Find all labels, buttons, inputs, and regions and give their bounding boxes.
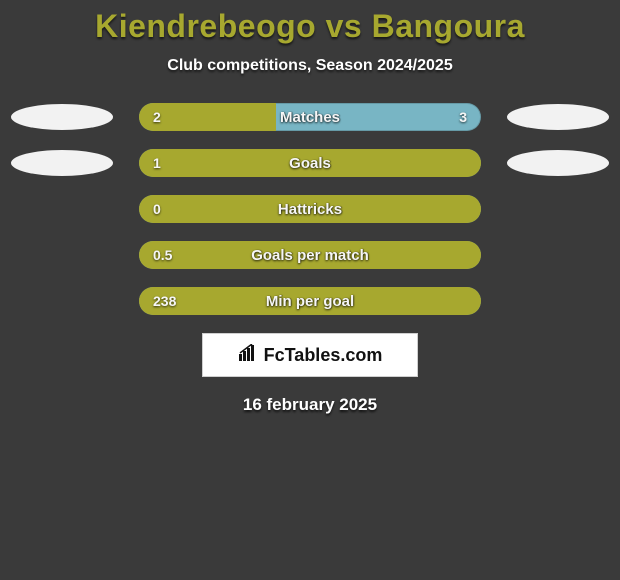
chart-icon <box>238 344 260 367</box>
logo-box[interactable]: FcTables.com <box>202 333 418 377</box>
stat-row: 0.5Goals per match <box>0 241 620 269</box>
stat-bar: 0.5Goals per match <box>139 241 481 269</box>
logo-text: FcTables.com <box>264 345 383 366</box>
stat-bar: 0Hattricks <box>139 195 481 223</box>
page-title: Kiendrebeogo vs Bangoura <box>0 8 620 45</box>
stat-rows: 23Matches1Goals0Hattricks0.5Goals per ma… <box>0 103 620 315</box>
stat-value-left: 2 <box>153 103 161 131</box>
stat-bar-left <box>139 195 481 223</box>
right-badge <box>507 150 609 176</box>
stat-bar-left <box>139 287 481 315</box>
stat-row: 0Hattricks <box>0 195 620 223</box>
stat-value-left: 0 <box>153 195 161 223</box>
stat-bar: 23Matches <box>139 103 481 131</box>
stat-value-left: 0.5 <box>153 241 172 269</box>
stat-value-left: 1 <box>153 149 161 177</box>
comparison-card: Kiendrebeogo vs Bangoura Club competitio… <box>0 0 620 415</box>
stat-bar: 1Goals <box>139 149 481 177</box>
stat-row: 23Matches <box>0 103 620 131</box>
stat-value-left: 238 <box>153 287 176 315</box>
date-text: 16 february 2025 <box>0 395 620 415</box>
stat-value-right: 3 <box>459 103 467 131</box>
subtitle: Club competitions, Season 2024/2025 <box>0 57 620 75</box>
right-badge <box>507 104 609 130</box>
stat-bar-left <box>139 149 481 177</box>
stat-row: 1Goals <box>0 149 620 177</box>
logo: FcTables.com <box>238 344 383 367</box>
left-badge <box>11 150 113 176</box>
left-badge <box>11 104 113 130</box>
stat-bar: 238Min per goal <box>139 287 481 315</box>
stat-bar-left <box>139 241 481 269</box>
stat-row: 238Min per goal <box>0 287 620 315</box>
